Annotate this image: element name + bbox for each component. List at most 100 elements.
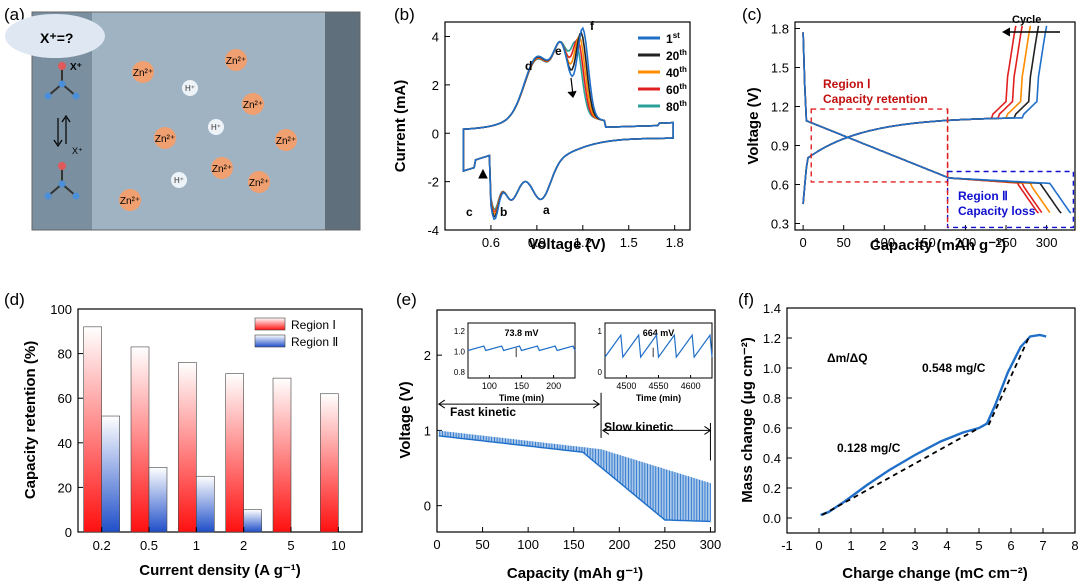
bar-region1: [273, 378, 291, 532]
x-tick-label: 10: [331, 538, 345, 553]
x-tick-label: 4: [943, 538, 950, 553]
y-tick-label: 2: [424, 348, 431, 363]
y-tick-label: 0.0: [763, 511, 781, 526]
bar-region2: [149, 467, 167, 532]
x-tick-label: 2: [879, 538, 886, 553]
inset-x-tick-label: 100: [482, 381, 497, 391]
charge-curve: [803, 26, 1038, 204]
y-tick-label: 1.8: [771, 22, 789, 37]
x-tick-label: 250: [654, 537, 676, 552]
inset-x-tick-label: 4600: [681, 381, 701, 391]
trend-arrowhead: [568, 91, 576, 97]
delta-label: Δm/ΔQ: [827, 351, 868, 365]
x-axis-title: Capacity (mAh g⁻¹): [870, 237, 1006, 254]
panel-label-e: (e): [396, 290, 417, 309]
legend-label: Region Ⅱ: [291, 335, 338, 349]
y-tick-label: 1.4: [763, 301, 781, 316]
discharge-curve: [803, 32, 1061, 213]
x-tick-label: 0: [799, 235, 806, 250]
bar-region2: [196, 476, 214, 532]
figure: (a)X⁺=?X⁺X⁺Zn²⁺Zn²⁺Zn²⁺Zn²⁺ Zn²⁺Zn²⁺Zn²⁺Z…: [0, 0, 1080, 587]
panel-label-c: (c): [742, 5, 762, 24]
x-tick-label: 200: [608, 537, 630, 552]
y-tick-label: 0.6: [771, 178, 789, 193]
zn-ion-label: Zn²⁺: [133, 68, 153, 79]
y-tick-label: 60: [58, 391, 72, 406]
panel-label-f: (f): [738, 290, 754, 309]
panel-label-b: (b): [394, 5, 415, 24]
bar-region1: [84, 327, 102, 532]
peak-annotation: f: [590, 19, 595, 33]
carbon-atom: [45, 93, 52, 100]
bubble-text: X⁺=?: [40, 30, 73, 46]
zn-ion-label: Zn²⁺: [155, 134, 175, 145]
charge-curve: [803, 26, 1030, 204]
y-tick-label: 1.5: [771, 61, 789, 76]
plot-frame: [787, 308, 1075, 533]
legend-label: 40th: [666, 65, 687, 80]
y-tick-label: 4: [432, 30, 439, 45]
y-tick-label: 0: [65, 525, 72, 540]
inset-x-tick-label: 4500: [616, 381, 636, 391]
y-axis-title: Current (mA): [392, 80, 409, 173]
inset-y-tick-label: 1: [598, 327, 603, 336]
x-axis-title: Capacity (mAh g⁻¹): [507, 565, 643, 582]
y-tick-label: 80: [58, 347, 72, 362]
y-tick-label: 0.4: [763, 451, 781, 466]
region1-box: [811, 109, 947, 182]
inset-y-tick-label: 0: [598, 368, 603, 377]
x-tick-label: 1.5: [620, 235, 638, 250]
zn-ion-label: Zn²⁺: [212, 164, 232, 175]
x-tick-label: 300: [700, 537, 722, 552]
y-axis-title: Voltage (V): [745, 87, 762, 164]
bar-region1: [320, 394, 338, 532]
fast-label: Fast kinetic: [450, 405, 516, 419]
x-tick-label: 0: [815, 538, 822, 553]
y-tick-label: 0.3: [771, 217, 789, 232]
x-tick-label: 3: [911, 538, 918, 553]
carbon-atom: [59, 181, 66, 188]
peak-annotation: b: [500, 205, 507, 219]
inset-2: 4500 4550 4600 1 0 Time (min) 664 mV: [598, 323, 712, 403]
charge-curve: [803, 26, 1047, 204]
y-axis-title: Mass change (μg cm⁻²): [739, 337, 756, 502]
y-tick-label: 1.0: [763, 361, 781, 376]
y-tick-label: 1.2: [763, 331, 781, 346]
panel-d: (d) 0 20 40 60 80 100 0.2 0.5 1 2 5 10 Region Ⅰ Region…: [4, 290, 362, 579]
x-tick-label: 2: [240, 538, 247, 553]
inset-y-tick-label: 1.2: [454, 327, 466, 336]
x-tick-label: -1: [781, 538, 793, 553]
legend-swatch: [255, 318, 285, 330]
carbon-atom: [45, 193, 52, 200]
peak-annotation: c: [466, 205, 473, 219]
charge-curve: [803, 26, 1016, 204]
zn-ion-label: Zn²⁺: [226, 56, 246, 67]
oxygen-atom: [58, 62, 66, 70]
y-tick-label: 0: [432, 126, 439, 141]
y-tick-label: 1: [424, 423, 431, 438]
legend-label: Region Ⅰ: [291, 318, 336, 332]
slope1-label: 0.128 mg/C: [837, 441, 901, 455]
x-tick-label: 0.6: [482, 235, 500, 250]
xplus-label-2: X⁺: [72, 146, 83, 156]
y-tick-label: 20: [58, 480, 72, 495]
peak-annotation: e: [555, 44, 562, 58]
inset-value: 664 mV: [643, 328, 675, 338]
inset-x-title: Time (min): [636, 393, 681, 403]
y-axis-title: Capacity retention (%): [22, 341, 39, 499]
charge-curve: [803, 26, 1022, 204]
x-tick-label: 150: [563, 537, 585, 552]
x-tick-label: 50: [836, 235, 850, 250]
zn-ion-label: Zn²⁺: [276, 136, 296, 147]
y-axis-title: Voltage (V): [397, 381, 414, 458]
carbon-atom: [73, 193, 80, 200]
x-tick-label: 50: [475, 537, 489, 552]
legend-label: 80th: [666, 99, 687, 114]
zn-ion-label: Zn²⁺: [249, 178, 269, 189]
panel-label-d: (d): [4, 290, 25, 309]
y-tick-label: -4: [427, 223, 439, 238]
inset-x-title: Time (min): [499, 393, 544, 403]
x-axis-title: Current density (A g⁻¹): [139, 562, 301, 579]
h-ion-label: H⁺: [211, 123, 221, 132]
slope2-label: 0.548 mg/C: [922, 361, 986, 375]
